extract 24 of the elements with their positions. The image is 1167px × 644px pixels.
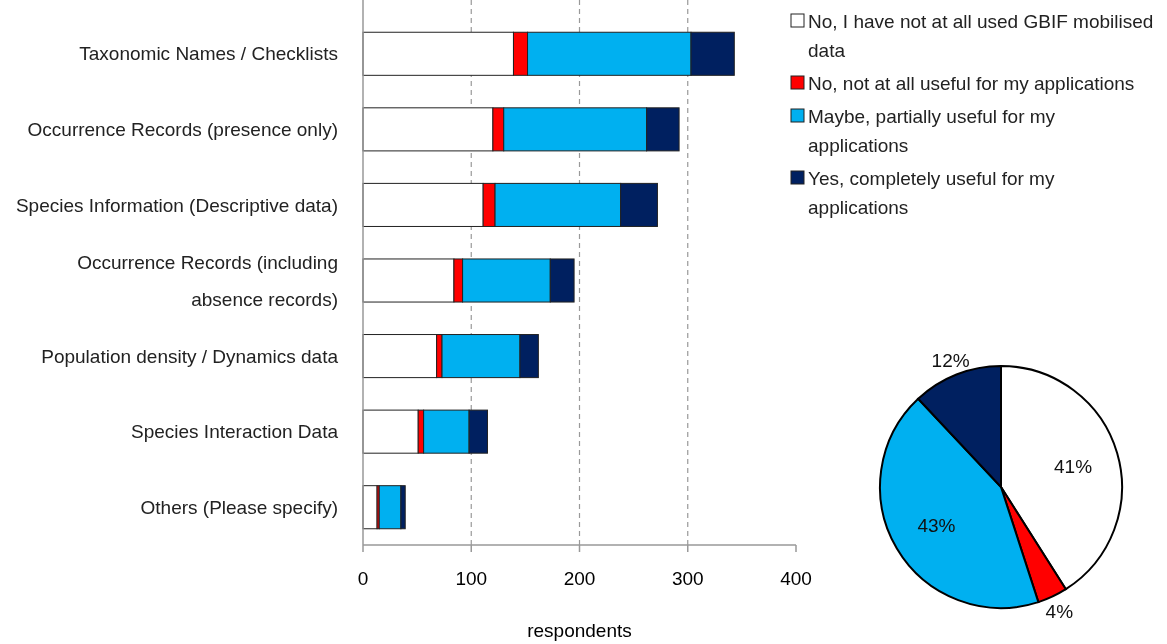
data-label: 12% xyxy=(931,349,970,371)
x-axis-title: respondents xyxy=(527,620,632,641)
x-tick-label: 300 xyxy=(671,568,704,589)
data-label: 43% xyxy=(917,515,956,537)
data-label: 4% xyxy=(1045,600,1074,622)
y-tick-label: Occurrence Records (presence only) xyxy=(27,119,338,141)
x-tick-label: 0 xyxy=(357,568,369,589)
y-tick-label: Species Interaction Data xyxy=(130,421,339,443)
legend-label: Yes, completely useful for my applications xyxy=(808,168,1055,218)
x-tick-label: 200 xyxy=(563,568,596,589)
legend-label: No, I have not at all used GBIF mobilised data xyxy=(808,11,1154,61)
bar xyxy=(362,334,438,379)
y-tick-label: Others (Please specify) xyxy=(140,496,338,518)
y-tick-label: Species Information (Descriptive data) xyxy=(15,194,338,216)
x-tick-label: 400 xyxy=(780,568,812,589)
y-tick-label: Taxonomic Names / Checklists xyxy=(79,43,338,65)
legend-label: No, not at all useful for my applications xyxy=(808,73,1135,94)
y-tick-label: Population density / Dynamics data xyxy=(41,345,339,367)
bar xyxy=(378,485,402,530)
bar xyxy=(362,409,419,454)
x-tick-label: 100 xyxy=(455,568,488,589)
data-label: 41% xyxy=(1054,456,1093,478)
y-tick-label: Occurrence Records (including absence records) xyxy=(77,251,338,310)
legend-label: Maybe, partially useful for my applications xyxy=(808,106,1056,156)
